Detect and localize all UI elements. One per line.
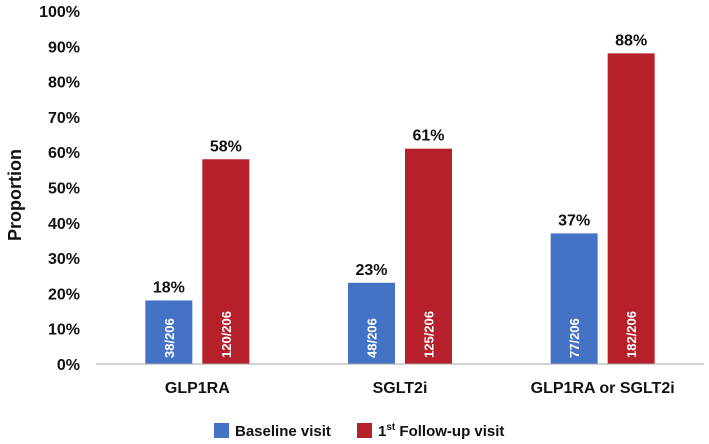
bar-baseline xyxy=(145,300,193,364)
legend-swatch-followup xyxy=(357,423,372,438)
value-labels: 18% 38/206 58% 120/206 23% 48/206 61% 125/206 37… xyxy=(153,32,647,358)
bar-count-label: 77/206 xyxy=(567,318,582,358)
y-axis-label: Proportion xyxy=(5,149,25,241)
y-axis-ticks: 0% 10% 20% 30% 40% 50% 60% 70% 80% 90% 100% xyxy=(39,4,80,374)
y-tick-label: 30% xyxy=(48,251,80,268)
bar-value-label: 18% xyxy=(153,279,185,296)
y-tick-label: 40% xyxy=(48,216,80,233)
bars xyxy=(145,53,655,365)
x-axis-categories: GLP1RA SGLT2i GLP1RA or SGLT2i xyxy=(165,380,675,397)
x-category-label: GLP1RA or SGLT2i xyxy=(531,380,675,397)
y-tick-label: 0% xyxy=(57,357,80,374)
x-category-label: SGLT2i xyxy=(373,380,428,397)
y-tick-label: 100% xyxy=(39,4,80,21)
x-category-label: GLP1RA xyxy=(165,380,230,397)
legend-swatch-baseline xyxy=(214,423,229,438)
bar-count-label: 120/206 xyxy=(219,311,234,358)
legend-label-baseline: Baseline visit xyxy=(235,423,331,440)
legend: Baseline visit 1st Follow-up visit xyxy=(214,422,504,440)
bar-count-label: 38/206 xyxy=(162,318,177,358)
y-tick-label: 70% xyxy=(48,110,80,127)
bar-value-label: 37% xyxy=(558,212,590,229)
y-tick-label: 90% xyxy=(48,39,80,56)
bar-followup xyxy=(405,148,452,364)
bar-followup xyxy=(202,159,250,364)
y-tick-label: 80% xyxy=(48,75,80,92)
y-tick-label: 60% xyxy=(48,145,80,162)
y-tick-label: 20% xyxy=(48,286,80,303)
bar-baseline xyxy=(550,233,598,364)
bar-count-label: 125/206 xyxy=(422,311,437,358)
y-tick-label: 50% xyxy=(48,181,80,198)
bar-value-label: 88% xyxy=(615,32,647,49)
bar-value-label: 61% xyxy=(412,128,444,145)
y-tick-label: 10% xyxy=(48,322,80,339)
bar-baseline xyxy=(348,282,395,364)
legend-label-followup: 1st Follow-up visit xyxy=(378,422,504,440)
bar-count-label: 48/206 xyxy=(365,318,380,358)
bar-value-label: 58% xyxy=(210,138,242,155)
bar-followup xyxy=(607,53,655,365)
bar-value-label: 23% xyxy=(355,262,387,279)
bar-count-label: 182/206 xyxy=(624,311,639,358)
